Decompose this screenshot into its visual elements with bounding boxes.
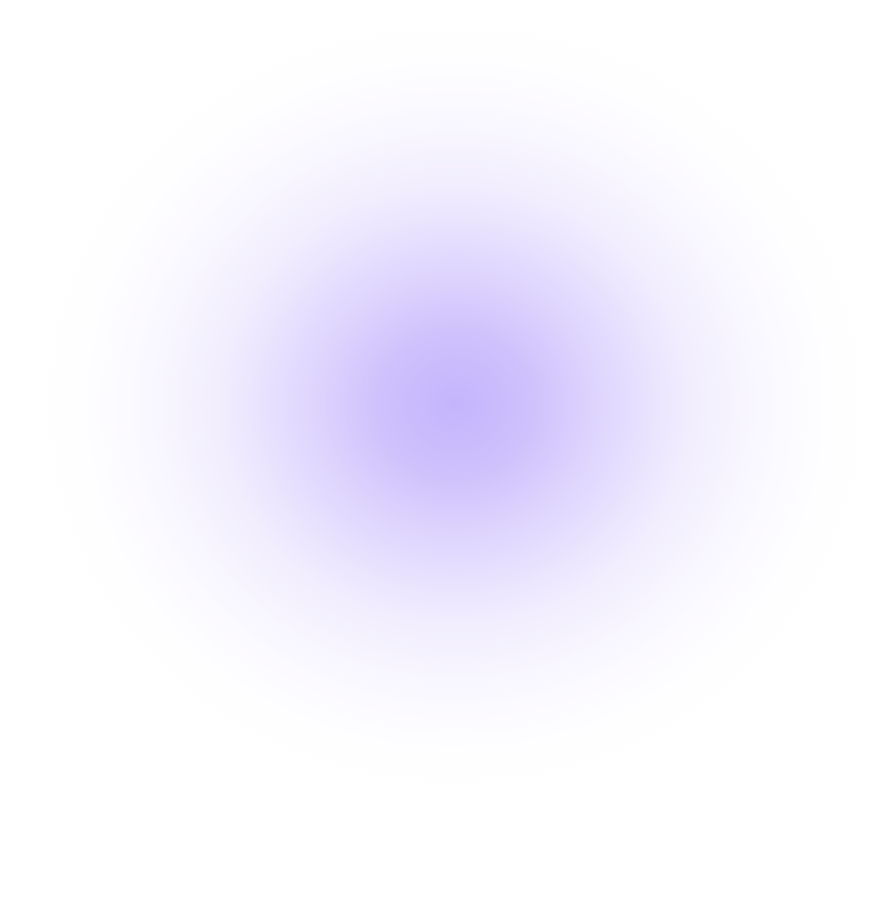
page: {} html, body { margin: 0; padding: 0; w… — [0, 0, 896, 901]
page-body: (() => { const data = JSON.parse(documen… — [0, 0, 896, 901]
background-glow — [0, 0, 896, 901]
